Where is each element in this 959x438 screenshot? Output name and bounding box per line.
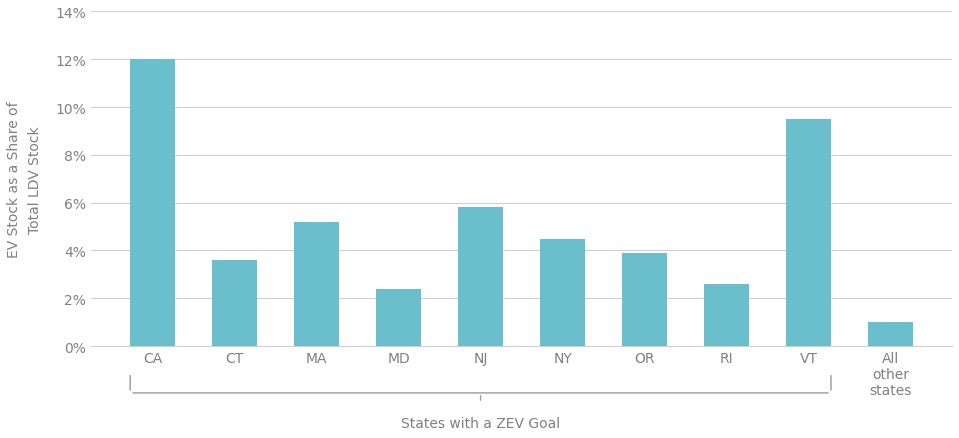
- Text: States with a ZEV Goal: States with a ZEV Goal: [401, 417, 560, 431]
- Bar: [785, 120, 830, 346]
- Bar: [294, 222, 339, 346]
- Bar: [212, 261, 257, 346]
- Bar: [458, 208, 503, 346]
- Bar: [704, 284, 749, 346]
- Bar: [868, 322, 913, 346]
- Y-axis label: EV Stock as a Share of
Total LDV Stock: EV Stock as a Share of Total LDV Stock: [7, 101, 41, 258]
- Bar: [622, 253, 667, 346]
- Bar: [540, 239, 585, 346]
- Bar: [376, 289, 421, 346]
- Bar: [130, 60, 175, 346]
